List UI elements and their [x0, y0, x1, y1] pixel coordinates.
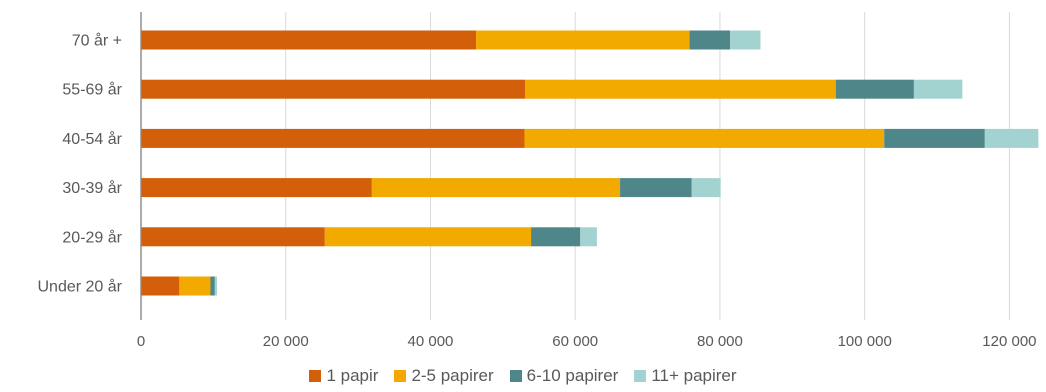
bar-segment: [210, 276, 215, 296]
axis: 0 20 000 40 000 60 000 80 000 100 000 120 000 7…: [38, 12, 1037, 350]
bar-segment: [141, 276, 180, 296]
x-tick-label: 100 000: [838, 333, 892, 350]
bar-segment: [531, 227, 581, 247]
legend-label: 11+ papirer: [651, 366, 737, 385]
category-label: 55-69 år: [62, 81, 122, 99]
legend-swatch: [394, 370, 407, 382]
bar-segment: [580, 227, 597, 247]
category-label: Under 20 år: [38, 278, 123, 296]
x-tick-label: 80 000: [697, 333, 743, 350]
bar-segment: [371, 178, 621, 198]
bar-segment: [524, 128, 885, 148]
bar-segment: [525, 79, 836, 99]
legend-label: 1 papir: [326, 366, 379, 385]
bar-segment: [691, 178, 721, 198]
category-label: 40-54 år: [62, 130, 122, 148]
x-tick-label: 60 000: [552, 333, 598, 350]
bar-segment: [689, 30, 731, 50]
legend-label: 2-5 papirer: [411, 366, 494, 385]
category-label: 20-29 år: [62, 228, 122, 246]
bar-segment: [141, 178, 372, 198]
bar-segment: [141, 79, 526, 99]
legend-item: 2-5 papirer: [394, 366, 494, 386]
legend: 1 papir 2-5 papirer 6-10 papirer 11+ papire…: [0, 366, 1046, 386]
bar-segment: [730, 30, 761, 50]
bar-segment: [476, 30, 690, 50]
legend-item: 6-10 papirer: [509, 366, 619, 386]
legend-swatch: [309, 370, 322, 382]
bars: [141, 30, 1039, 296]
category-label: 30-39 år: [62, 179, 122, 197]
legend-item: 11+ papirer: [634, 366, 737, 386]
bar-segment: [620, 178, 692, 198]
bar-segment: [884, 128, 985, 148]
category-label: 70 år +: [72, 32, 122, 50]
bar-segment: [141, 128, 525, 148]
legend-label: 6-10 papirer: [526, 366, 619, 385]
bar-segment: [141, 227, 325, 247]
bar-segment: [913, 79, 963, 99]
legend-swatch: [509, 370, 522, 382]
x-tick-label: 40 000: [408, 333, 454, 350]
bar-segment: [984, 128, 1039, 148]
bar-segment: [214, 276, 217, 296]
bar-segment: [179, 276, 211, 296]
x-tick-label: 0: [137, 333, 145, 350]
bar-segment: [324, 227, 532, 247]
x-tick-label: 120 000: [982, 333, 1036, 350]
x-tick-label: 20 000: [263, 333, 309, 350]
bar-segment: [835, 79, 914, 99]
gridlines: [285, 12, 1010, 320]
legend-item: 1 papir: [309, 366, 378, 386]
legend-swatch: [634, 370, 647, 382]
bar-segment: [141, 30, 477, 50]
